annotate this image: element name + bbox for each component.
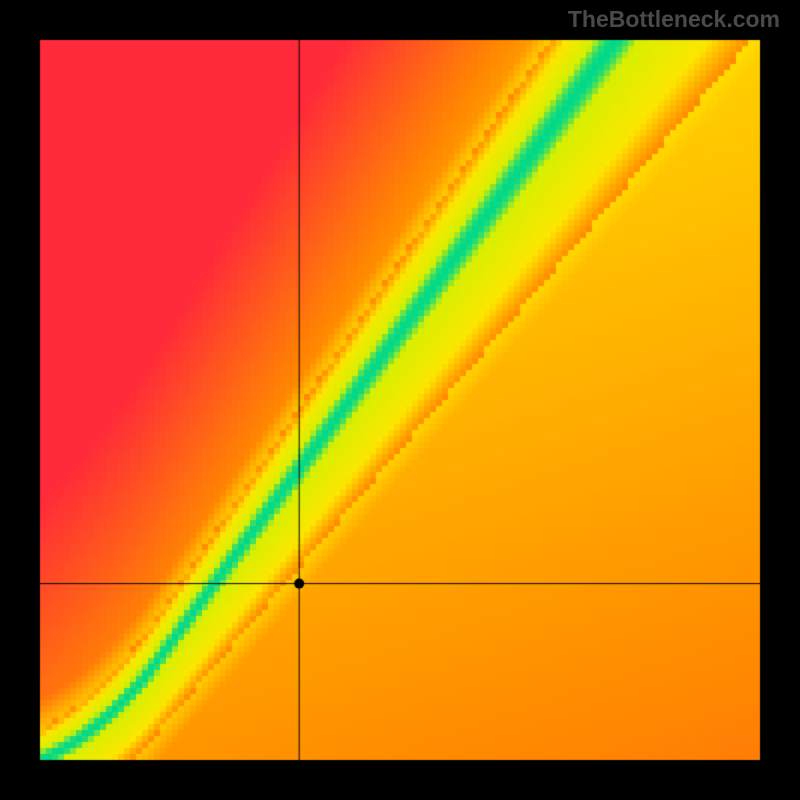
figure-stage: TheBottleneck.com	[0, 0, 800, 800]
watermark-text: TheBottleneck.com	[568, 6, 780, 33]
bottleneck-heatmap-canvas	[0, 0, 800, 800]
